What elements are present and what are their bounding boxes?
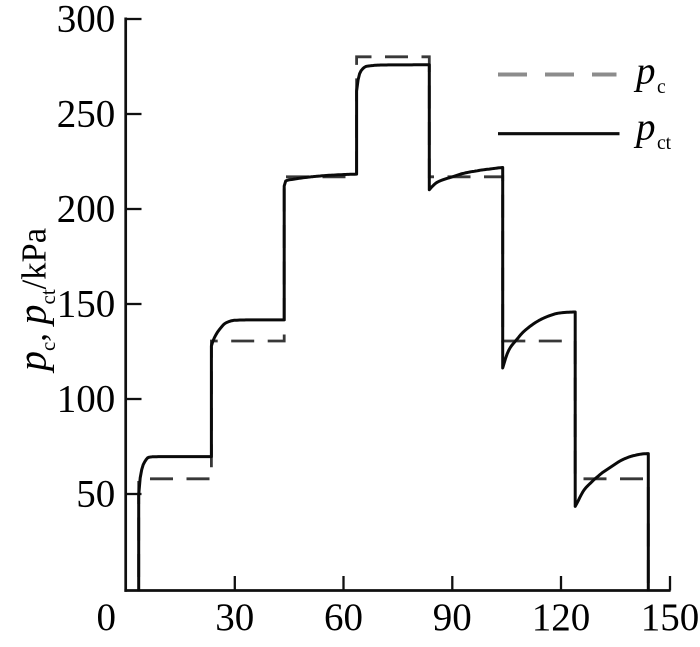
svg-text:300: 300	[57, 0, 116, 41]
svg-text:60: 60	[324, 596, 363, 639]
svg-text:150: 150	[57, 283, 116, 326]
svg-text:30: 30	[215, 596, 254, 639]
svg-text:50: 50	[76, 473, 115, 516]
svg-text:150: 150	[641, 596, 700, 639]
svg-text:250: 250	[57, 93, 116, 136]
svg-text:200: 200	[57, 188, 116, 231]
svg-text:90: 90	[433, 596, 472, 639]
svg-text:0: 0	[97, 596, 117, 639]
svg-text:120: 120	[532, 596, 591, 639]
svg-text:100: 100	[57, 378, 116, 421]
svg-text:pc, pct/kPa: pc, pct/kPa	[10, 228, 61, 374]
